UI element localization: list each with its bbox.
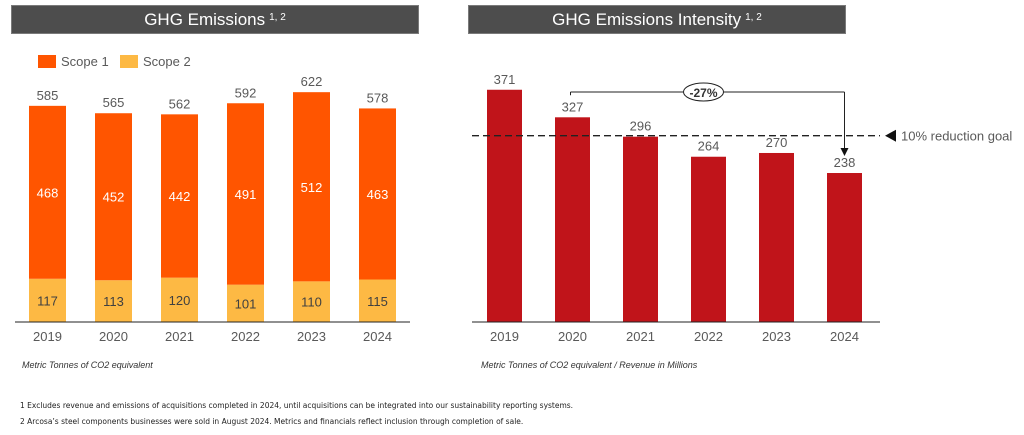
annotation-badge	[683, 82, 724, 102]
title-superscript: 1, 2	[269, 12, 286, 23]
data-label-scope-1: 452	[103, 190, 125, 205]
data-label-total: 622	[301, 74, 323, 89]
bar-intensity	[691, 156, 726, 322]
x-tick-label: 2023	[762, 329, 791, 344]
footnote-2: 2 Arcosa’s steel components businesses w…	[20, 417, 524, 426]
data-label-scope-2: 113	[103, 294, 124, 309]
data-label-total: 592	[235, 85, 257, 100]
bar-intensity	[555, 117, 590, 322]
data-label-intensity: 296	[630, 119, 652, 134]
unit-note-left: Metric Tonnes of CO2 equivalent	[22, 360, 153, 370]
legend-label: Scope 1	[61, 54, 109, 69]
legend-swatch-scope-1	[38, 55, 56, 68]
x-tick-label: 2019	[490, 329, 519, 344]
x-tick-label: 2023	[297, 329, 326, 344]
title-text: GHG Emissions	[144, 9, 266, 29]
reference-arrow-icon	[885, 129, 896, 142]
x-tick-label: 2022	[694, 329, 723, 344]
title-superscript: 1, 2	[745, 12, 762, 23]
bar-scope-2	[293, 281, 330, 322]
data-label-total: 578	[367, 90, 389, 105]
data-label-intensity: 264	[698, 139, 720, 154]
bar-scope-1	[359, 108, 396, 280]
bar-intensity	[623, 136, 658, 322]
data-label-scope-1: 468	[37, 185, 59, 200]
x-tick-label: 2020	[99, 329, 128, 344]
bar-scope-2	[95, 280, 132, 322]
data-label-total: 585	[37, 88, 59, 103]
x-tick-label: 2019	[33, 329, 62, 344]
data-label-scope-2: 115	[367, 294, 388, 309]
data-label-total: 565	[103, 95, 125, 110]
legend-label: Scope 2	[143, 54, 191, 69]
x-tick-label: 2021	[165, 329, 194, 344]
data-label-scope-1: 491	[235, 187, 257, 202]
data-label-scope-2: 120	[169, 293, 191, 308]
data-label-intensity: 327	[562, 99, 584, 114]
annotation-label: -27%	[689, 86, 717, 100]
bar-scope-2	[29, 278, 66, 322]
bar-scope-2	[359, 279, 396, 322]
data-label-scope-2: 110	[301, 295, 322, 310]
x-tick-label: 2021	[626, 329, 655, 344]
data-label-scope-2: 117	[37, 293, 58, 308]
data-label-scope-1: 463	[367, 187, 389, 202]
annotation-arrowhead-icon	[840, 148, 849, 156]
chart-title-ghg-emissions: GHG Emissions 1, 2	[11, 5, 419, 34]
x-tick-label: 2024	[830, 329, 859, 344]
bar-intensity	[759, 152, 794, 322]
bar-scope-1	[293, 92, 330, 282]
x-tick-label: 2024	[363, 329, 392, 344]
data-label-scope-1: 442	[169, 189, 191, 204]
bar-scope-2	[227, 284, 264, 322]
bar-scope-1	[95, 113, 132, 281]
data-label-intensity: 238	[834, 155, 856, 170]
data-label-scope-2: 101	[235, 296, 257, 311]
x-tick-label: 2020	[558, 329, 587, 344]
unit-note-right: Metric Tonnes of CO2 equivalent / Revenu…	[481, 360, 698, 370]
chart-title-ghg-intensity: GHG Emissions Intensity 1, 2	[468, 5, 846, 34]
data-label-total: 562	[169, 96, 191, 111]
footnote-1: 1 Excludes revenue and emissions of acqu…	[20, 401, 574, 410]
bar-scope-2	[161, 277, 198, 322]
title-text: GHG Emissions Intensity	[552, 9, 742, 29]
data-label-intensity: 371	[494, 72, 516, 87]
x-tick-label: 2022	[231, 329, 260, 344]
bar-scope-1	[29, 105, 66, 279]
bar-intensity	[827, 173, 862, 322]
bar-intensity	[487, 89, 522, 322]
data-label-intensity: 270	[766, 135, 788, 150]
data-label-scope-1: 512	[301, 180, 323, 195]
bar-scope-1	[161, 114, 198, 278]
bar-scope-1	[227, 103, 264, 285]
legend-swatch-scope-2	[120, 55, 138, 68]
reference-line-label: 10% reduction goal	[901, 129, 1012, 144]
